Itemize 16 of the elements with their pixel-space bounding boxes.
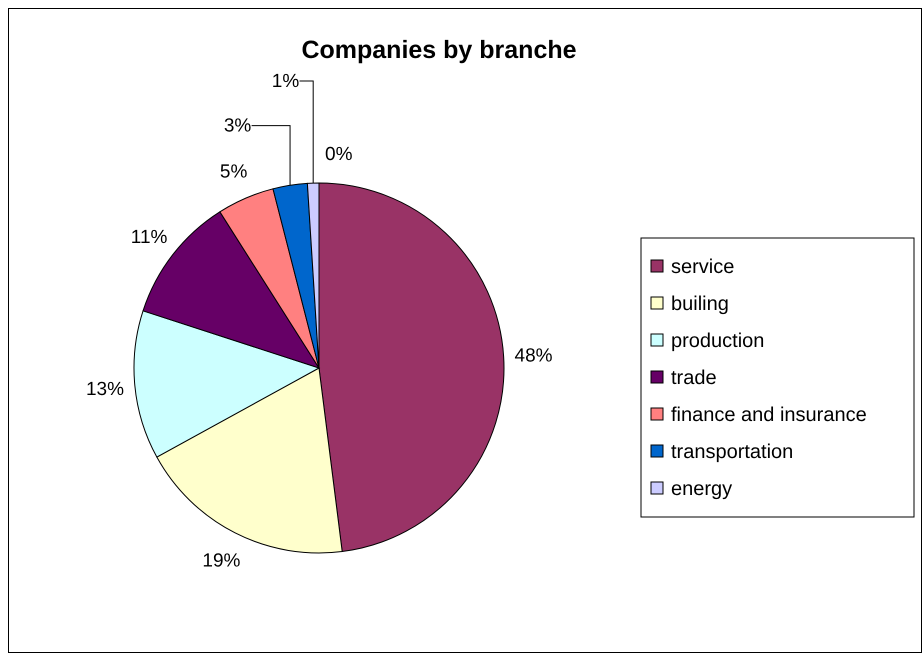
data-label: 13% (86, 379, 124, 400)
legend-label: production (671, 330, 764, 352)
legend-label: builing (671, 293, 729, 315)
legend-label: service (671, 256, 734, 278)
text: 0% (325, 144, 352, 165)
data-label: 5% (220, 162, 248, 183)
legend-label: transportation (671, 441, 794, 463)
legend-label: energy (671, 478, 732, 500)
data-label: 1% (272, 70, 300, 92)
data-label: 11% (130, 227, 168, 248)
data-label: 3% (224, 116, 252, 137)
legend-label: trade (671, 367, 717, 389)
chart-title: Companies by branche (301, 36, 577, 64)
legend-label: finance and insurance (671, 404, 867, 426)
data-label: 19% (202, 550, 241, 572)
data-label: 48% (514, 346, 553, 366)
